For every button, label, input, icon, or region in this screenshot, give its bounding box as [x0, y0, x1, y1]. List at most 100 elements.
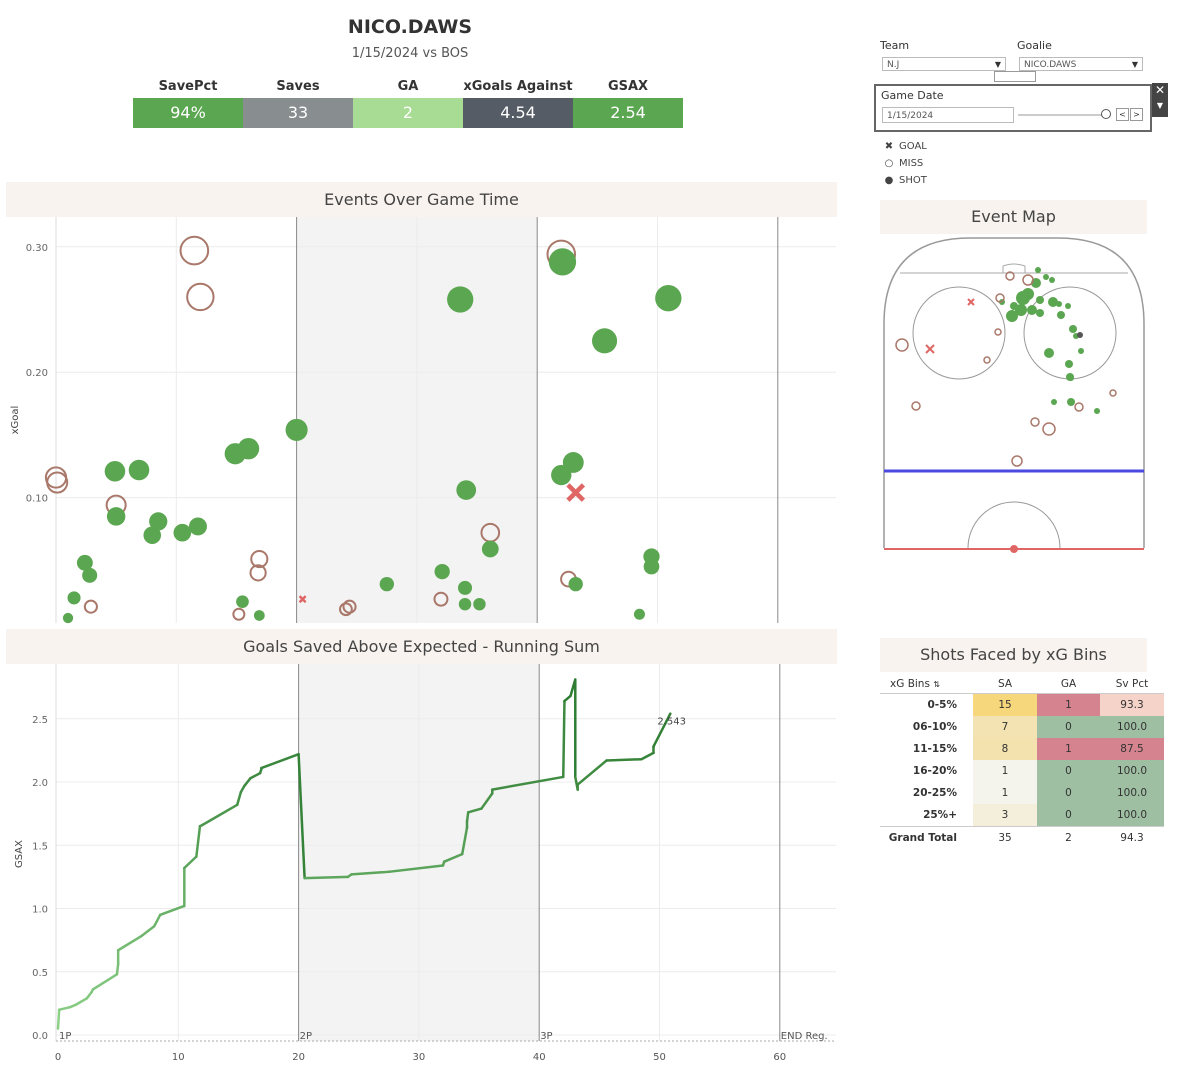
table-row[interactable]: 11-15% 8 1 87.5	[880, 738, 1164, 760]
x-tick-label: 60	[773, 1052, 786, 1063]
kpi-label: Saves	[276, 79, 320, 94]
chevron-down-icon[interactable]: ▼	[1156, 101, 1164, 110]
legend-item-goal[interactable]: ✖ GOAL	[883, 138, 927, 155]
miss-point	[1042, 422, 1056, 436]
x-tick-label: 20	[292, 1052, 305, 1063]
game-date-filter-card: Game Date 1/15/2024 < >	[874, 84, 1152, 132]
miss-point	[1109, 389, 1117, 397]
period-label: 1P	[59, 1031, 71, 1042]
goalie-select[interactable]: NICO.DAWS ▼	[1019, 57, 1143, 71]
x-tick-label: 10	[172, 1052, 185, 1063]
y-tick-label: 1.5	[32, 841, 48, 852]
xg-bins-table-wrap: xG Bins ⇅ SA GA Sv Pct 0-5% 15 1 93.3 06-10%…	[880, 675, 1164, 849]
shot-point	[633, 608, 645, 620]
next-date-button[interactable]: >	[1130, 108, 1143, 121]
goal-mark-stroke	[298, 595, 307, 604]
gsax-line-segment	[442, 852, 464, 863]
gsax-line-segment	[297, 752, 306, 880]
ga-cell: 1	[1037, 693, 1100, 716]
bin-cell: 25%+	[923, 809, 957, 821]
date-slider-track[interactable]	[1018, 114, 1106, 116]
ga-cell: 0	[1037, 782, 1100, 804]
gsax-chart-title: Goals Saved Above Expected - Running Sum	[6, 629, 837, 664]
center-circle	[967, 501, 1061, 549]
table-row[interactable]: 20-25% 1 0 100.0	[880, 782, 1164, 804]
previous-date-button[interactable]: <	[1116, 108, 1129, 121]
kpi-value[interactable]: 33	[243, 98, 353, 128]
drag-handle-icon[interactable]	[994, 71, 1036, 82]
legend-label: GOAL	[899, 141, 927, 152]
date-slider-handle[interactable]	[1101, 109, 1111, 119]
sv-pct-cell: 100.0	[1100, 804, 1164, 827]
shot-point	[106, 507, 126, 526]
team-select[interactable]: N.J ▼	[882, 57, 1006, 71]
shot-point	[379, 576, 394, 592]
miss-point	[433, 591, 449, 607]
shot-point	[1036, 309, 1044, 317]
shot-point	[1065, 360, 1073, 368]
grand-total-row: Grand Total 35 2 94.3	[880, 826, 1164, 849]
shot-point	[1043, 274, 1049, 280]
shot-point	[548, 248, 577, 276]
legend-item-shot[interactable]: ● SHOT	[883, 172, 927, 189]
ga-cell: 0	[1037, 760, 1100, 782]
game-date-input[interactable]: 1/15/2024	[882, 107, 1014, 123]
events-chart-title: Events Over Game Time	[6, 182, 837, 217]
xg-bins-table: xG Bins ⇅ SA GA Sv Pct 0-5% 15 1 93.3 06-10%…	[880, 675, 1164, 849]
kpi-value[interactable]: 2	[353, 98, 463, 128]
table-row[interactable]: 06-10% 7 0 100.0	[880, 716, 1164, 738]
kpi-value[interactable]: 4.54	[463, 98, 573, 128]
x-tick-label: 50	[653, 1052, 666, 1063]
gsax-line-segment	[139, 924, 156, 938]
legend-item-miss[interactable]: ○ MISS	[883, 155, 927, 172]
miss-point	[995, 293, 1005, 303]
period-label: END Reg.	[781, 1031, 828, 1042]
shot-point	[76, 554, 93, 571]
goal-marker	[566, 483, 586, 502]
table-row[interactable]: 0-5% 15 1 93.3	[880, 693, 1164, 716]
gsax-line-segment	[195, 825, 202, 858]
close-icon[interactable]: ✕	[1154, 83, 1166, 97]
y-tick-label: 0.30	[26, 243, 48, 254]
goal-marker	[925, 344, 935, 354]
ga-cell: 1	[1037, 738, 1100, 760]
y-tick-label: 0.5	[32, 968, 48, 979]
shot-point	[82, 567, 98, 583]
kpi-label: xGoals Against	[463, 79, 573, 94]
column-header-sv-pct[interactable]: Sv Pct	[1100, 675, 1164, 694]
shot-point	[1044, 348, 1054, 358]
game-date-value: 1/15/2024	[887, 111, 934, 121]
kpi-label: SavePct	[158, 79, 218, 94]
chevron-down-icon: ▼	[1131, 60, 1138, 69]
bin-cell: 06-10%	[912, 721, 957, 733]
gsax-line-segment	[563, 694, 572, 703]
miss-point	[911, 401, 921, 411]
gsax-line-segment	[183, 855, 198, 870]
sort-icon: ⇅	[933, 680, 940, 689]
bin-cell: 11-15%	[912, 743, 957, 755]
kpi-value[interactable]: 2.54	[573, 98, 683, 128]
shot-point	[456, 480, 477, 500]
column-header-sa[interactable]: SA	[973, 675, 1037, 694]
table-row[interactable]: 16-20% 1 0 100.0	[880, 760, 1164, 782]
gsax-line-segment	[460, 826, 469, 856]
goal-mark-stroke	[566, 483, 586, 502]
column-header-ga[interactable]: GA	[1037, 675, 1100, 694]
shot-point	[1067, 398, 1075, 406]
shot-point	[128, 459, 150, 481]
shot-point	[562, 452, 584, 473]
goalie-filter-label: Goalie	[1017, 39, 1052, 52]
table-row[interactable]: 25%+ 3 0 100.0	[880, 804, 1164, 827]
shot-point	[434, 563, 450, 580]
shot-point	[592, 328, 618, 354]
column-header-xg-bins[interactable]: xG Bins ⇅	[880, 675, 973, 694]
ga-cell: 0	[1037, 716, 1100, 738]
miss-point	[1030, 417, 1040, 427]
legend-label: SHOT	[899, 175, 927, 186]
shot-point	[1006, 310, 1018, 322]
sa-cell: 15	[973, 693, 1037, 716]
kpi-value[interactable]: 94%	[133, 98, 243, 128]
shot-point	[458, 580, 473, 595]
gsax-line-segment	[152, 913, 162, 928]
miss-point	[1011, 455, 1023, 467]
